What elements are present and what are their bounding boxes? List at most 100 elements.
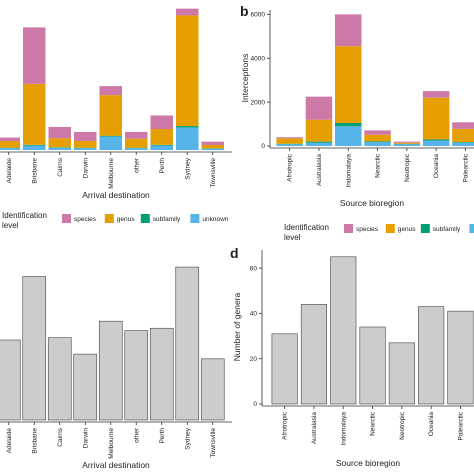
x-tick-label: Neotropic [399,411,406,440]
bar-segment-subfamily [364,141,391,143]
bar-segment-unknown [422,140,450,146]
bar-segment-genus [335,46,362,123]
x-tick-label: Cairns [57,427,64,447]
bar-segment-genus [0,140,20,148]
bar-segment-genus [201,145,224,149]
x-tick-label: Palearctic [462,153,469,182]
bar [0,339,21,421]
bar-segment-subfamily [422,139,450,141]
bar [330,256,357,405]
x-tick-label: Sydney [184,427,191,449]
x-tick-label: other [133,157,140,173]
y-tick-label: 0 [261,143,265,150]
bar [149,327,174,421]
x-tick-label: other [133,427,140,443]
y-tick-label: 20 [250,356,258,363]
bar-segment-species [150,115,173,129]
y-tick-label: 4000 [251,55,266,62]
x-tick-label: Nearctic [370,411,377,436]
bar-segment-genus [99,95,122,136]
x-axis-title: Source bioregion [336,458,401,468]
legend-key-subfamily [420,224,430,233]
legend-title-line1: Identification [284,223,329,232]
x-tick-label: Afrotropic [282,411,289,440]
legend-key-subfamily [140,214,150,223]
y-tick-label: 40 [250,311,258,318]
x-tick-label: Melbourne [108,158,115,189]
x-tick-label: Nearctic [375,153,382,178]
bar-segment-species [422,91,450,98]
x-tick-label: Darwin [82,158,89,179]
x-tick-label: Oceania [433,154,440,179]
legend-key-genus [104,214,114,223]
bar-segment-species [176,8,199,16]
bar-segment-genus [125,138,148,148]
legend-key-unknown [190,214,200,223]
bar-segment-species [201,141,224,146]
bar-segment-species [99,86,122,96]
bar-segment-unknown [99,136,122,150]
bar [98,320,123,421]
bar-segment-unknown [276,144,303,146]
x-tick-label: Cairns [57,157,64,177]
bar-segment-genus [364,134,391,142]
legend-left: Identification level species genus subfami… [2,211,229,230]
bar-segment-genus [422,97,450,140]
legend-label-subfamily: subfamily [153,216,181,223]
legend-title-line2: level [2,221,19,230]
x-tick-label: Brisbane [31,428,38,454]
bar-segment-unknown [452,142,474,146]
legend-label-subfamily: subfamily [433,226,461,233]
bar [200,358,225,421]
legend-key-species [62,214,71,223]
bar-segment-species [74,131,97,141]
bar [47,337,72,421]
chart-panel-a: Adelaide Brisbane Cairns Darwin Melbourne oth… [0,8,232,200]
bar-segment-species [276,137,303,139]
x-tick-label: Australasia [316,154,323,187]
bar [300,304,328,405]
bar [271,333,298,405]
bar [73,353,98,421]
bar-segment-genus [176,15,199,127]
bar-segment-genus [48,138,71,148]
y-axis-title: Number of genera [232,292,242,361]
panel-label-d: d [230,245,239,261]
x-axis-title: Arrival destination [82,460,150,470]
y-tick-label: 60 [250,265,258,272]
x-tick-label: Indomalaya [340,412,347,446]
chart-panel-d: 0 20 40 60 Number of genera Afrotropic Austral… [232,250,474,468]
bar-segment-species [125,131,148,139]
bar-segment-unknown [48,147,71,150]
x-tick-label: Darwin [82,428,89,449]
legend-title-line2: level [284,233,301,242]
x-tick-label: Neotropic [404,153,411,182]
bar-segment-unknown [176,127,199,150]
bar-segment-species [364,130,391,135]
bar-segment-unknown [0,148,20,150]
legend-right: Identification level species genus subfami… [284,223,474,242]
bar-segment-unknown [364,142,391,146]
legend-label-species: species [74,216,97,223]
x-tick-label: Indomalaya [345,154,352,188]
x-tick-label: Perth [159,428,166,444]
bar [447,310,474,405]
x-tick-label: Afrotropic [287,153,294,182]
bar-segment-unknown [201,148,224,150]
x-tick-label: Adelaide [6,158,13,184]
bar-segment-unknown [335,126,362,146]
bar-segment-genus [74,140,97,148]
legend-label-genus: genus [398,226,416,233]
legend-label-species: species [356,226,379,233]
bar-segment-unknown [74,148,97,150]
bar-segment-subfamily [452,142,474,143]
bar-segment-genus [150,129,173,145]
bar-segment-unknown [393,144,421,146]
x-tick-label: Melbourne [108,428,115,459]
chart-panel-b: 0 2000 4000 6000 Interceptions Afrotropic Aust… [240,10,474,208]
bar [175,266,200,421]
chart-panel-c: Adelaide Brisbane Cairns Darwin Melbourne oth… [0,266,232,470]
